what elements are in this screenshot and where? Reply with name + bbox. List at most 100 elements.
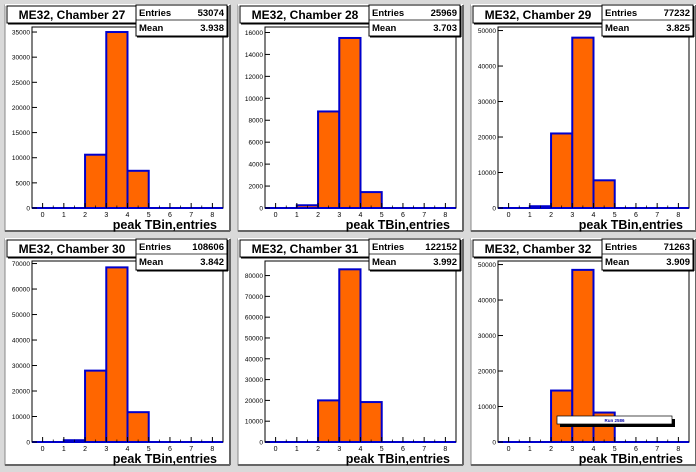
stats-mean-value: 3.992 [433, 257, 457, 268]
x-tick-label: 1 [528, 212, 532, 219]
y-tick-label: 20000 [12, 105, 30, 112]
histogram-bar [317, 399, 341, 444]
stats-entries-value: 77232 [664, 8, 690, 19]
stats-mean-label: Mean [139, 257, 163, 268]
x-axis-label: peak TBin,entries [579, 218, 683, 232]
histogram-bar [359, 401, 383, 444]
stats-mean-value: 3.703 [433, 23, 457, 34]
y-tick-label: 40000 [478, 64, 496, 71]
y-tick-label: 30000 [478, 333, 496, 340]
x-tick-label: 0 [507, 212, 511, 219]
x-tick-label: 1 [528, 446, 532, 453]
y-tick-label: 40000 [12, 338, 30, 345]
x-tick-label: 7 [422, 212, 426, 219]
stats-entries-label: Entries [372, 8, 404, 19]
histogram-bar [126, 169, 150, 210]
y-tick-label: 20000 [245, 398, 263, 405]
y-tick-label: 0 [259, 206, 263, 213]
x-tick-label: 0 [274, 446, 278, 453]
histogram-bar [592, 179, 616, 209]
x-tick-label: 8 [676, 446, 680, 453]
chart-title: ME32, Chamber 32 [485, 242, 592, 256]
histogram-bar [126, 411, 150, 443]
x-tick-label: 4 [592, 446, 596, 453]
x-tick-label: 6 [634, 212, 638, 219]
x-tick-label: 6 [401, 446, 405, 453]
y-tick-label: 10000 [12, 414, 30, 421]
x-tick-label: 3 [104, 446, 108, 453]
x-tick-label: 8 [210, 446, 214, 453]
x-tick-label: 6 [401, 212, 405, 219]
x-tick-label: 7 [655, 446, 659, 453]
x-tick-label: 1 [295, 446, 299, 453]
stats-entries-label: Entries [372, 242, 404, 253]
x-tick-label: 5 [147, 212, 151, 219]
x-tick-label: 3 [104, 212, 108, 219]
x-tick-label: 4 [126, 446, 130, 453]
histogram-bar [84, 153, 108, 209]
y-tick-label: 6000 [249, 140, 264, 147]
y-tick-label: 60000 [245, 315, 263, 322]
x-tick-label: 1 [62, 212, 66, 219]
histogram-bar [105, 31, 129, 210]
y-tick-label: 50000 [12, 312, 30, 319]
y-tick-label: 20000 [478, 369, 496, 376]
x-tick-label: 7 [189, 446, 193, 453]
y-tick-label: 20000 [478, 135, 496, 142]
y-tick-label: 40000 [478, 298, 496, 305]
chart-title: ME32, Chamber 30 [19, 242, 126, 256]
x-axis-label: peak TBin,entries [113, 452, 217, 466]
x-tick-label: 8 [676, 212, 680, 219]
stats-mean-label: Mean [605, 257, 629, 268]
y-tick-label: 10000 [245, 96, 263, 103]
histogram-bar [105, 266, 129, 443]
x-tick-label: 6 [168, 212, 172, 219]
chart-panel: 0 1 2 3 4 5 6 7 8 0 10000 20000 30000 40000 50000 ME32,… [470, 4, 696, 232]
x-tick-label: 5 [380, 446, 384, 453]
stats-mean-label: Mean [372, 257, 396, 268]
histogram-bar [338, 36, 362, 209]
x-tick-label: 2 [83, 212, 87, 219]
y-tick-label: 0 [492, 440, 496, 447]
y-tick-label: 5000 [16, 180, 31, 187]
x-axis-label: peak TBin,entries [579, 452, 683, 466]
y-tick-label: 0 [26, 206, 30, 213]
x-tick-label: 5 [147, 446, 151, 453]
x-tick-label: 2 [549, 446, 553, 453]
x-tick-label: 1 [62, 446, 66, 453]
stats-mean-value: 3.825 [666, 23, 690, 34]
y-tick-label: 25000 [12, 80, 30, 87]
annotation-text: Run 2586 [604, 418, 625, 423]
chart-panel: 0 1 2 3 4 5 6 7 8 0 10000 20000 30000 40000 50000 ME32,… [470, 238, 696, 466]
histogram-bar [571, 36, 595, 209]
x-axis-label: peak TBin,entries [113, 218, 217, 232]
x-tick-label: 4 [126, 212, 130, 219]
stats-mean-label: Mean [605, 23, 629, 34]
stats-mean-value: 3.938 [200, 23, 224, 34]
x-tick-label: 0 [274, 212, 278, 219]
y-tick-label: 60000 [12, 287, 30, 294]
histogram-bar [550, 132, 574, 209]
chart-panel: 0 1 2 3 4 5 6 7 8 0 10000 20000 30000 40000 50000 60000… [4, 238, 231, 466]
x-tick-label: 5 [613, 446, 617, 453]
y-tick-label: 30000 [478, 99, 496, 106]
stats-entries-label: Entries [605, 242, 637, 253]
x-tick-label: 7 [422, 446, 426, 453]
y-tick-label: 10000 [478, 170, 496, 177]
stats-entries-label: Entries [139, 8, 171, 19]
x-tick-label: 0 [507, 446, 511, 453]
x-tick-label: 3 [570, 446, 574, 453]
y-tick-label: 12000 [245, 74, 263, 81]
x-tick-label: 5 [613, 212, 617, 219]
x-axis-label: peak TBin,entries [346, 452, 450, 466]
y-tick-label: 20000 [12, 389, 30, 396]
x-axis-label: peak TBin,entries [346, 218, 450, 232]
stats-box [368, 238, 461, 271]
x-tick-label: 7 [655, 212, 659, 219]
histogram-bar [338, 268, 362, 443]
y-tick-label: 8000 [249, 118, 264, 125]
y-tick-label: 35000 [12, 30, 30, 37]
y-tick-label: 30000 [12, 55, 30, 62]
y-tick-label: 0 [26, 440, 30, 447]
